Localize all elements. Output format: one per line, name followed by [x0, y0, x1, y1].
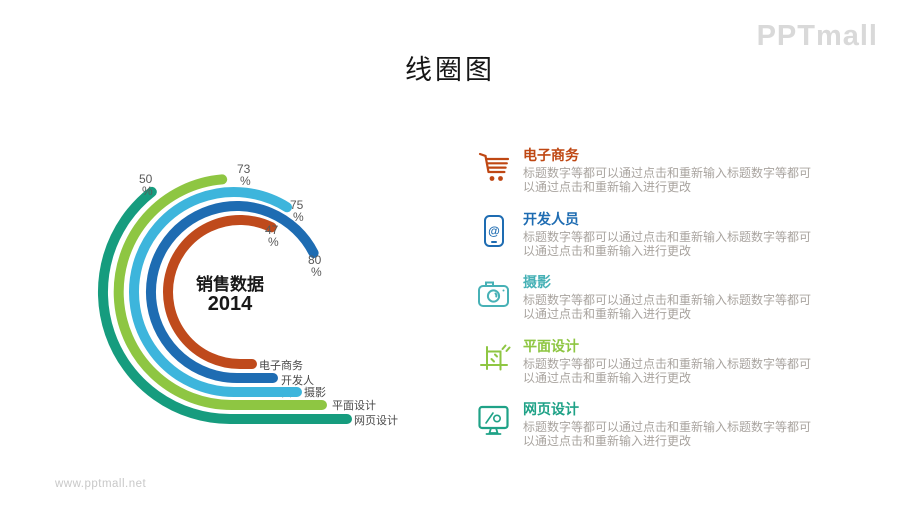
coil-arc-web-design — [98, 186, 352, 424]
legend-panel: 电子商务 标题数字等都可以通过点击和重新输入标题数字等都可以通过点击和重新输入进… — [477, 147, 822, 477]
coil-arc-photography — [129, 187, 302, 397]
legend-item-desc: 标题数字等都可以通过点击和重新输入标题数字等都可以通过点击和重新输入进行更改 — [523, 293, 812, 322]
coil-arc-developers — [145, 201, 319, 383]
legend-item-developers: @ 开发人员 标题数字等都可以通过点击和重新输入标题数字等都可以通过点击和重新输… — [477, 211, 822, 271]
arc-value-label-developers: 80% — [308, 253, 322, 279]
monitor-icon — [477, 403, 511, 441]
legend-item-graphic-design: 平面设计 标题数字等都可以通过点击和重新输入标题数字等都可以通过点击和重新输入进… — [477, 338, 822, 398]
camera-icon — [477, 276, 511, 314]
crop-tool-icon — [477, 340, 511, 378]
coil-arc-graphic-design — [113, 174, 327, 411]
legend-item-title: 平面设计 — [523, 337, 579, 354]
chart-center-year: 2014 — [207, 293, 253, 315]
legend-item-desc: 标题数字等都可以通过点击和重新输入标题数字等都可以通过点击和重新输入进行更改 — [523, 166, 812, 195]
arc-category-label-e-commerce: 电子商务 — [259, 358, 303, 372]
arc-category-label-web-design: 网页设计 — [354, 414, 398, 427]
legend-item-title: 网页设计 — [523, 401, 579, 417]
legend-item-desc: 标题数字等都可以通过点击和重新输入标题数字等都可以通过点击和重新输入进行更改 — [523, 420, 812, 449]
svg-text:@: @ — [488, 224, 500, 238]
arc-category-label-graphic-design: 平面设计 — [332, 399, 376, 412]
mobile-phone-icon: @ — [477, 213, 511, 251]
pptmall-logo: PPTmall — [756, 20, 878, 52]
chart-center-title: 销售数据 — [196, 275, 264, 294]
legend-item-title: 电子商务 — [523, 147, 579, 163]
legend-item-desc: 标题数字等都可以通过点击和重新输入标题数字等都可以通过点击和重新输入进行更改 — [523, 229, 812, 258]
arc-value-label-graphic-design: 73% — [237, 162, 251, 188]
coil-arc-e-commerce — [163, 215, 277, 369]
arc-value-label-e-commerce: 47% — [265, 223, 279, 249]
legend-item-title: 摄影 — [523, 274, 551, 290]
arc-value-label-web-design: 50% — [139, 172, 153, 198]
shopping-cart-icon — [477, 149, 511, 187]
legend-item-photography: 摄影 标题数字等都可以通过点击和重新输入标题数字等都可以通过点击和重新输入进行更… — [477, 274, 822, 334]
legend-item-desc: 标题数字等都可以通过点击和重新输入标题数字等都可以通过点击和重新输入进行更改 — [523, 356, 812, 385]
legend-item-title: 开发人员 — [523, 210, 579, 227]
page-title: 线圈图 — [405, 55, 495, 85]
footer-url: www.pptmall.net — [55, 478, 147, 490]
legend-item-web-design: 网页设计 标题数字等都可以通过点击和重新输入标题数字等都可以通过点击和重新输入进… — [477, 401, 822, 461]
arc-value-label-photography: 75% — [290, 198, 304, 224]
chart-center-label: 销售数据 2014 — [150, 275, 310, 315]
arc-category-label-photography: 摄影 — [304, 385, 326, 399]
legend-item-e-commerce: 电子商务 标题数字等都可以通过点击和重新输入标题数字等都可以通过点击和重新输入进… — [477, 147, 822, 207]
